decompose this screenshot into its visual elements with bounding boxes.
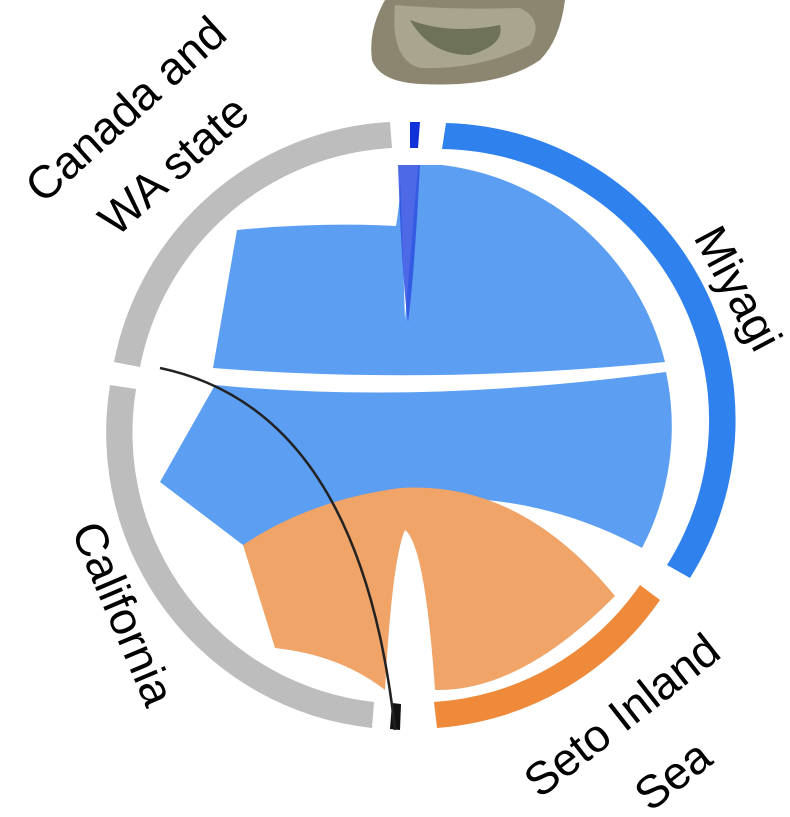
ribbon-notch: [385, 530, 435, 690]
oyster-image: [371, 0, 565, 85]
arc-canada: [114, 122, 392, 367]
ribbons: [159, 165, 672, 731]
arc-seto: [434, 585, 660, 728]
arc-california: [106, 385, 374, 728]
ribbon-california-seto: [243, 487, 615, 691]
arc-small-blue: [410, 121, 420, 148]
group-arcs: [106, 121, 736, 730]
arc-miyagi: [442, 123, 736, 578]
ribbon-california-miyagi: [160, 372, 672, 548]
node-label: California: [62, 514, 186, 714]
ribbon-black: [159, 366, 397, 731]
ribbon-blue-self: [398, 165, 420, 322]
node-label: Sea: [624, 729, 721, 817]
ribbon-canada-miyagi: [213, 165, 665, 376]
